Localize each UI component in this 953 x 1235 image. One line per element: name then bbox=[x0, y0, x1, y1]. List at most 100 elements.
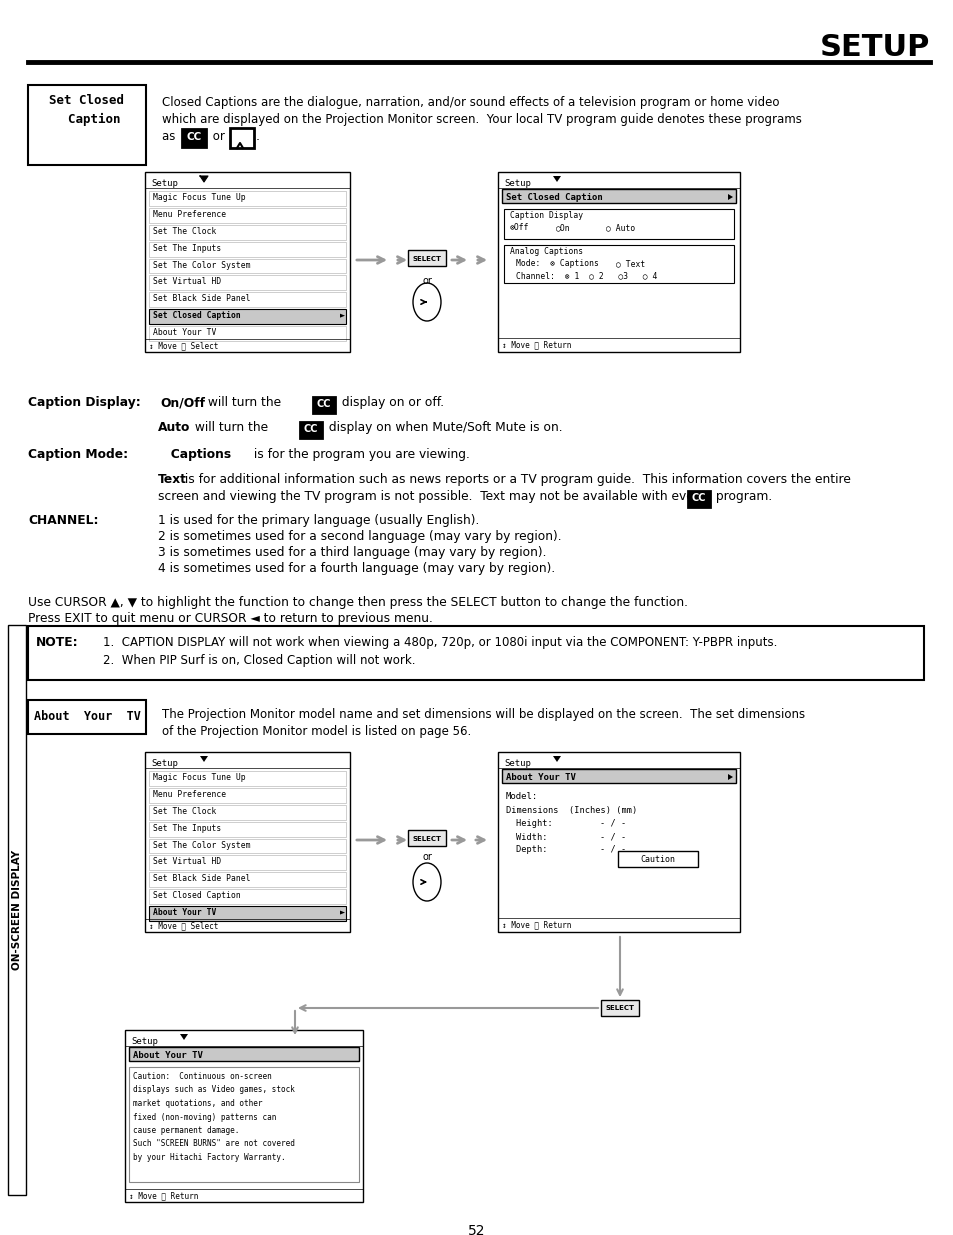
Text: 3 is sometimes used for a third language (may vary by region).: 3 is sometimes used for a third language… bbox=[158, 546, 546, 559]
Text: Set The Color System: Set The Color System bbox=[152, 261, 251, 269]
Text: Set Closed
  Caption: Set Closed Caption bbox=[50, 94, 125, 126]
Text: Model:: Model: bbox=[505, 792, 537, 802]
Bar bbox=[8, 625, 26, 1195]
Text: Set Virtual HD: Set Virtual HD bbox=[152, 278, 221, 287]
Text: screen and viewing the TV program is not possible.  Text may not be available wi: screen and viewing the TV program is not… bbox=[158, 490, 705, 503]
Polygon shape bbox=[553, 177, 560, 182]
Text: NOTE:: NOTE: bbox=[36, 636, 78, 650]
Text: is for the program you are viewing.: is for the program you are viewing. bbox=[250, 448, 470, 461]
Bar bbox=[408, 249, 446, 266]
Text: Set Closed Caption: Set Closed Caption bbox=[152, 892, 240, 900]
Bar bbox=[149, 207, 346, 222]
Text: Setup: Setup bbox=[503, 179, 530, 188]
Text: Caption Display:: Caption Display: bbox=[28, 396, 141, 409]
Bar bbox=[501, 189, 735, 203]
Text: ○On: ○On bbox=[556, 224, 570, 232]
Text: by your Hitachi Factory Warranty.: by your Hitachi Factory Warranty. bbox=[132, 1153, 285, 1162]
Bar bbox=[149, 771, 346, 785]
Bar bbox=[149, 191, 346, 206]
Polygon shape bbox=[200, 177, 208, 182]
Bar bbox=[497, 752, 740, 932]
Text: 1.  CAPTION DISPLAY will not work when viewing a 480p, 720p, or 1080i input via : 1. CAPTION DISPLAY will not work when vi… bbox=[103, 636, 777, 650]
Text: Magic Focus Tune Up: Magic Focus Tune Up bbox=[152, 193, 245, 203]
Text: CC: CC bbox=[316, 399, 331, 409]
Text: Use CURSOR ▲, ▼ to highlight the function to change then press the SELECT button: Use CURSOR ▲, ▼ to highlight the functio… bbox=[28, 597, 687, 609]
Text: which are displayed on the Projection Monitor screen.  Your local TV program gui: which are displayed on the Projection Mo… bbox=[162, 112, 801, 126]
Bar bbox=[149, 788, 346, 803]
Text: Set The Inputs: Set The Inputs bbox=[152, 243, 221, 253]
Bar bbox=[149, 872, 346, 887]
Text: Height:         - / -: Height: - / - bbox=[516, 819, 625, 827]
Text: CC: CC bbox=[186, 132, 201, 142]
Bar bbox=[503, 245, 733, 283]
Text: Set The Clock: Set The Clock bbox=[152, 227, 216, 236]
Text: About Your TV: About Your TV bbox=[505, 773, 576, 782]
Text: 52: 52 bbox=[468, 1224, 485, 1235]
Text: ↕ Move ␀ Return: ↕ Move ␀ Return bbox=[501, 341, 571, 350]
Text: On/Off: On/Off bbox=[160, 396, 205, 409]
Text: Setup: Setup bbox=[131, 1037, 157, 1046]
Polygon shape bbox=[339, 910, 345, 915]
Text: Caption Display: Caption Display bbox=[510, 211, 582, 220]
Text: as: as bbox=[162, 130, 179, 143]
Text: About Your TV: About Your TV bbox=[152, 908, 216, 918]
Text: Analog Captions: Analog Captions bbox=[510, 247, 582, 256]
Bar bbox=[28, 626, 923, 680]
Text: will turn the: will turn the bbox=[204, 396, 285, 409]
Text: Width:          - / -: Width: - / - bbox=[516, 832, 625, 841]
Text: SELECT: SELECT bbox=[605, 1005, 634, 1011]
Text: Menu Preference: Menu Preference bbox=[152, 210, 226, 219]
Text: Auto: Auto bbox=[158, 421, 191, 433]
Polygon shape bbox=[180, 1034, 188, 1040]
Text: CC: CC bbox=[691, 493, 705, 503]
Text: or: or bbox=[421, 852, 432, 862]
Text: Captions: Captions bbox=[158, 448, 231, 461]
Bar bbox=[149, 242, 346, 257]
Polygon shape bbox=[727, 774, 732, 781]
Ellipse shape bbox=[413, 863, 440, 902]
Bar bbox=[503, 209, 733, 240]
Text: Magic Focus Tune Up: Magic Focus Tune Up bbox=[152, 773, 245, 782]
Text: or: or bbox=[421, 275, 432, 287]
Ellipse shape bbox=[413, 283, 440, 321]
Text: fixed (non-moving) patterns can: fixed (non-moving) patterns can bbox=[132, 1113, 276, 1121]
Text: Set Closed Caption: Set Closed Caption bbox=[505, 193, 602, 201]
Text: Set The Clock: Set The Clock bbox=[152, 806, 216, 816]
Bar bbox=[149, 839, 346, 853]
Bar bbox=[145, 752, 350, 932]
Text: Menu Preference: Menu Preference bbox=[152, 790, 226, 799]
Bar bbox=[149, 326, 346, 341]
Text: ↕ Move ␀ Select: ↕ Move ␀ Select bbox=[149, 921, 218, 930]
Text: Set The Color System: Set The Color System bbox=[152, 841, 251, 850]
Text: Such "SCREEN BURNS" are not covered: Such "SCREEN BURNS" are not covered bbox=[132, 1140, 294, 1149]
Text: Channel:  ⊗ 1  ○ 2   ○3   ○ 4: Channel: ⊗ 1 ○ 2 ○3 ○ 4 bbox=[516, 270, 657, 280]
Polygon shape bbox=[553, 756, 560, 762]
Bar bbox=[149, 821, 346, 836]
Text: About  Your  TV: About Your TV bbox=[33, 710, 140, 724]
Text: .: . bbox=[255, 130, 260, 143]
Text: Set Virtual HD: Set Virtual HD bbox=[152, 857, 221, 867]
Text: CHANNEL:: CHANNEL: bbox=[28, 514, 98, 527]
Text: or: or bbox=[209, 130, 229, 143]
Bar bbox=[145, 172, 350, 352]
Bar bbox=[687, 492, 709, 508]
Text: displays such as Video games, stock: displays such as Video games, stock bbox=[132, 1086, 294, 1094]
Bar bbox=[149, 258, 346, 273]
Polygon shape bbox=[339, 314, 345, 317]
Text: ↕ Move ␀ Return: ↕ Move ␀ Return bbox=[129, 1192, 198, 1200]
Text: 4 is sometimes used for a fourth language (may vary by region).: 4 is sometimes used for a fourth languag… bbox=[158, 562, 555, 576]
Text: Text: Text bbox=[158, 473, 187, 487]
Text: is for additional information such as news reports or a TV program guide.  This : is for additional information such as ne… bbox=[181, 473, 850, 487]
Text: Caution:  Continuous on-screen: Caution: Continuous on-screen bbox=[132, 1072, 272, 1081]
Bar bbox=[149, 805, 346, 820]
Text: SELECT: SELECT bbox=[412, 836, 441, 842]
Bar bbox=[501, 769, 735, 783]
Bar bbox=[149, 293, 346, 308]
Bar bbox=[313, 396, 335, 412]
Text: The Projection Monitor model name and set dimensions will be displayed on the sc: The Projection Monitor model name and se… bbox=[162, 708, 804, 721]
Text: Closed Captions are the dialogue, narration, and/or sound effects of a televisio: Closed Captions are the dialogue, narrat… bbox=[162, 96, 779, 109]
Text: Depth:          - / -: Depth: - / - bbox=[516, 845, 625, 853]
Text: cause permanent damage.: cause permanent damage. bbox=[132, 1126, 239, 1135]
Text: About Your TV: About Your TV bbox=[152, 329, 216, 337]
Text: Set Black Side Panel: Set Black Side Panel bbox=[152, 874, 251, 883]
